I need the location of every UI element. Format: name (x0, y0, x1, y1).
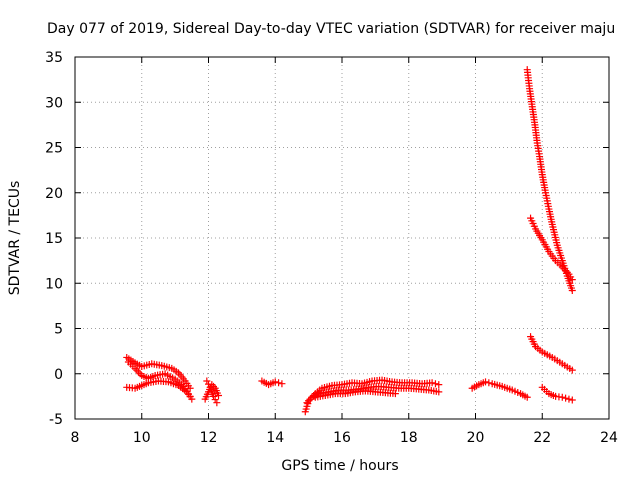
data-point (568, 366, 576, 374)
data-points (123, 66, 576, 416)
data-point (568, 396, 576, 404)
x-tick-label: 12 (200, 430, 218, 446)
y-tick-label: 0 (54, 367, 63, 383)
data-point (188, 395, 196, 403)
y-axis-label: SDTVAR / TECUs (7, 181, 23, 296)
data-point-interp (205, 380, 212, 388)
x-tick-label: 18 (400, 430, 418, 446)
data-point (303, 399, 311, 407)
data-point (186, 384, 194, 392)
y-tick-label: 25 (45, 141, 63, 157)
x-tick-label: 24 (600, 430, 618, 446)
data-point (435, 381, 443, 389)
chart-title: Day 077 of 2019, Sidereal Day-to-day VTE… (47, 21, 615, 37)
tick-labels: 8 10 12 14 16 18 20 22 24 -5 0 5 10 15 20 25 30 35 (45, 50, 618, 446)
data-point (435, 388, 443, 396)
y-tick-label: 5 (54, 322, 63, 338)
data-point-interp (485, 379, 493, 387)
data-point (568, 286, 576, 294)
data-point (271, 378, 279, 386)
x-tick-label: 16 (333, 430, 351, 446)
data-point (203, 377, 211, 385)
x-tick-label: 20 (467, 430, 485, 446)
data-point-interp (275, 379, 283, 387)
data-point (391, 390, 399, 398)
data-point (558, 393, 566, 401)
data-point (565, 395, 573, 403)
data-point (213, 399, 221, 407)
data-point-interp (211, 396, 219, 404)
y-tick-label: 30 (45, 95, 63, 111)
data-point (482, 378, 490, 386)
axis-ticks (74, 56, 610, 420)
y-tick-label: 10 (45, 276, 63, 292)
x-tick-label: 14 (266, 430, 284, 446)
data-point (428, 379, 436, 387)
data-point (215, 391, 223, 399)
data-point-interp (134, 368, 142, 376)
x-axis-label: GPS time / hours (281, 458, 398, 474)
y-tick-label: 20 (45, 186, 63, 202)
y-tick-label: 35 (45, 50, 63, 66)
data-point (210, 392, 218, 400)
x-tick-label: 8 (71, 430, 80, 446)
y-tick-label: -5 (49, 412, 63, 428)
data-point (568, 276, 576, 284)
data-point (278, 380, 286, 388)
data-point-interp (562, 394, 570, 402)
data-point-interp (431, 380, 439, 388)
x-tick-label: 10 (133, 430, 151, 446)
data-point (523, 393, 531, 401)
x-tick-label: 22 (533, 430, 551, 446)
y-tick-label: 15 (45, 231, 63, 247)
